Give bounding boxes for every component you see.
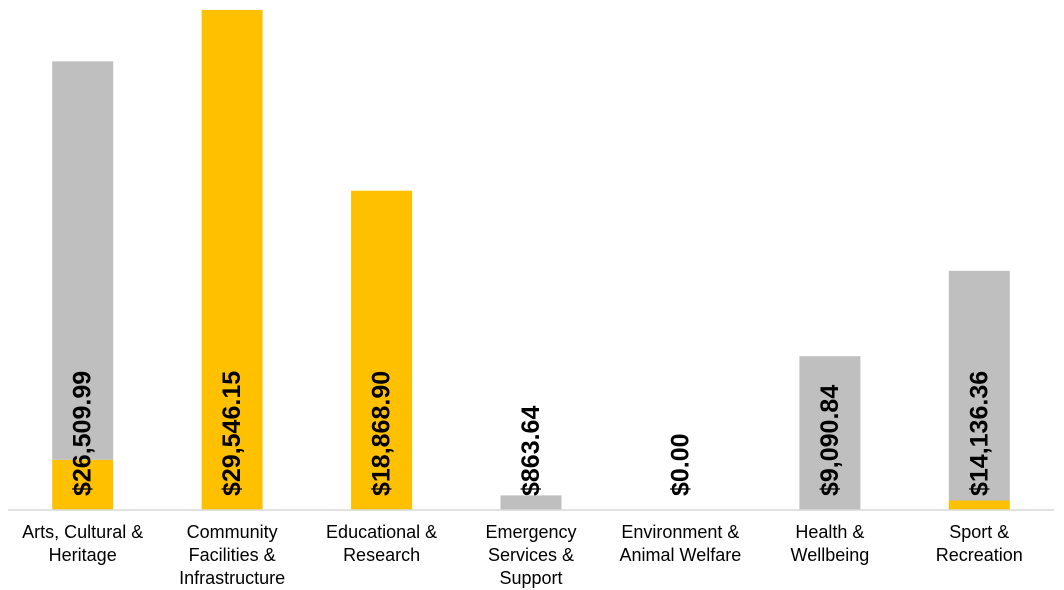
data-label-5: $0.00	[666, 433, 694, 496]
category-labels-layer: Arts, Cultural & Heritage Community Facilit…	[22, 522, 1023, 588]
bar-segment-4-series-2	[500, 495, 562, 510]
category-label-line: Community	[187, 522, 278, 542]
category-label-line: Heritage	[49, 545, 117, 565]
category-label-line: Sport &	[949, 522, 1009, 542]
category-label-6: Health & Wellbeing	[791, 522, 870, 565]
bar-segment-1-series-1	[52, 459, 114, 510]
category-label-1: Arts, Cultural & Heritage	[22, 522, 143, 565]
category-label-line: Facilities &	[189, 545, 276, 565]
bar-segment-1-series-2	[52, 61, 114, 460]
category-label-3: Educational & Research	[326, 522, 437, 565]
category-label-line: Support	[499, 568, 562, 588]
category-label-line: Environment &	[621, 522, 739, 542]
category-label-line: Health &	[795, 522, 864, 542]
category-label-2: Community Facilities & Infrastructure	[179, 522, 285, 588]
data-label-7: $14,136.36	[965, 371, 993, 496]
category-label-line: Research	[343, 545, 420, 565]
category-label-line: Arts, Cultural &	[22, 522, 143, 542]
category-label-5: Environment & Animal Welfare	[620, 522, 742, 565]
category-label-7: Sport & Recreation	[936, 522, 1023, 565]
bar-segment-2-series-1	[201, 10, 263, 510]
category-label-line: Infrastructure	[179, 568, 285, 588]
data-labels-layer: $26,509.99 $29,546.15 $18,868.90 $863.64 $0.…	[69, 371, 994, 496]
category-label-line: Wellbeing	[791, 545, 870, 565]
bars-layer	[52, 10, 1010, 510]
data-label-6: $9,090.84	[816, 385, 844, 496]
category-label-line: Animal Welfare	[620, 545, 742, 565]
bar-segment-3-series-1	[351, 190, 413, 510]
bar-segment-6-series-2	[799, 356, 861, 510]
bar-segment-7-series-1	[948, 500, 1010, 510]
bar-segment-7-series-2	[948, 270, 1010, 501]
category-label-line: Services &	[488, 545, 574, 565]
data-label-1: $26,509.99	[69, 371, 97, 496]
category-label-line: Emergency	[485, 522, 576, 542]
category-label-line: Educational &	[326, 522, 437, 542]
data-label-2: $29,546.15	[218, 371, 246, 496]
category-label-4: Emergency Services & Support	[485, 522, 576, 588]
category-label-line: Recreation	[936, 545, 1023, 565]
data-label-3: $18,868.90	[368, 371, 396, 496]
data-label-4: $863.64	[517, 406, 545, 496]
